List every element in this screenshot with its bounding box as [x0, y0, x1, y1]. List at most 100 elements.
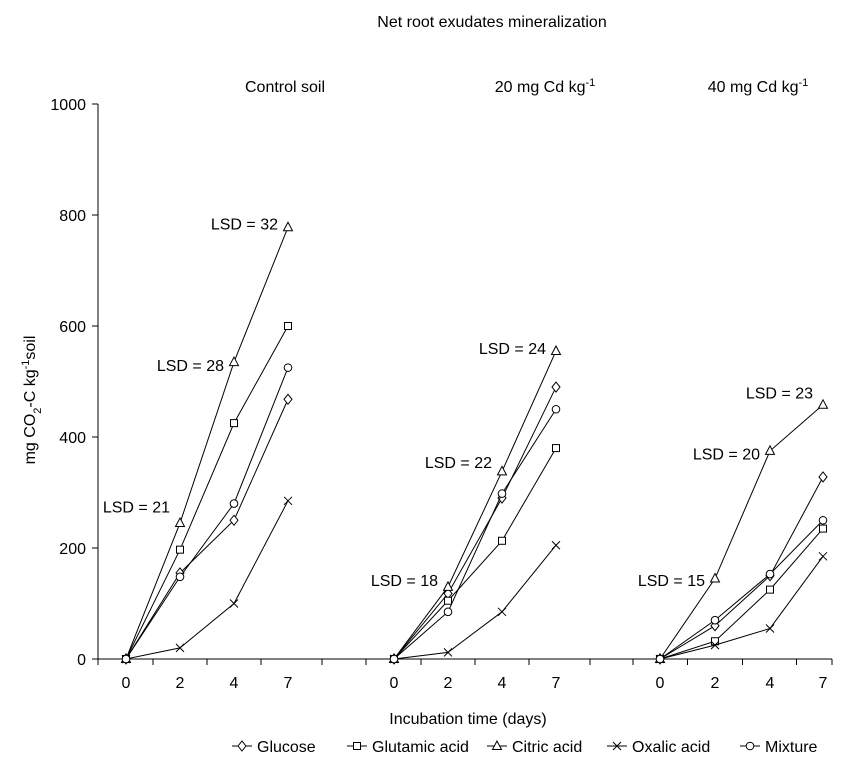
square-marker: [285, 323, 292, 330]
x-marker: [176, 644, 184, 652]
lsd-annotation: LSD = 22: [425, 455, 492, 472]
legend: Glucose Glutamic acid Citric acid Oxalic ac…: [232, 739, 818, 756]
series-line: [394, 409, 556, 659]
series-line: [394, 351, 556, 659]
panel-label-sup: -1: [798, 77, 808, 89]
lsd-annotation: LSD = 20: [693, 447, 760, 464]
square-marker: [177, 546, 184, 553]
series-line: [394, 545, 556, 659]
panel-3: 40 mg Cd kg-10 2 4 7LSD = 15LSD = 20LSD = 2…: [638, 77, 828, 692]
series-line: [660, 529, 823, 659]
y-axis-label-part: soil: [22, 336, 39, 360]
lsd-annotation: LSD = 28: [157, 358, 224, 375]
y-tick-label: 200: [59, 541, 86, 558]
x-tick-label: 4: [498, 675, 507, 692]
triangle-marker: [498, 466, 507, 475]
lsd-annotation: LSD = 15: [638, 573, 705, 590]
circle-marker: [122, 655, 130, 663]
panels: Control soil 0 2 4 7 LSD = 21 LSD = 28 LSD = 32…: [103, 77, 828, 692]
lsd-annotation: LSD = 32: [211, 216, 278, 233]
panel-label: 20 mg Cd kg-1: [495, 77, 596, 96]
circle-marker: [552, 405, 560, 413]
y-tick-label: 400: [59, 430, 86, 447]
square-marker: [712, 638, 719, 645]
lsd-annotation: LSD = 21: [103, 499, 170, 516]
x-marker: [819, 552, 827, 560]
legend-label: Glucose: [257, 739, 316, 756]
legend-item-citric-acid: Citric acid: [487, 739, 582, 756]
x-tick-label: 2: [176, 675, 185, 692]
diamond-marker: [238, 741, 246, 751]
circle-marker: [746, 742, 754, 750]
triangle-marker: [552, 346, 561, 355]
panel-label: 40 mg Cd kg-1: [708, 77, 809, 96]
series-line: [126, 501, 288, 659]
legend-label: Glutamic acid: [372, 739, 469, 756]
series-line: [126, 227, 288, 659]
diamond-marker: [230, 515, 238, 525]
square-marker: [354, 743, 361, 750]
x-marker: [552, 541, 560, 549]
x-tick-label: 4: [230, 675, 239, 692]
circle-marker: [656, 655, 664, 663]
series-mixture: [390, 405, 560, 662]
panel-label-main: 20 mg Cd kg: [495, 79, 586, 96]
lsd-annotation: LSD = 24: [479, 341, 546, 358]
y-axis-label-part: -C kg: [22, 369, 39, 407]
x-marker: [284, 497, 292, 505]
x-marker: [230, 600, 238, 608]
series-glucose: [122, 394, 292, 664]
series-line: [394, 387, 556, 659]
x-tick-label: 2: [444, 675, 453, 692]
y-tick-label: 800: [59, 208, 86, 225]
legend-item-glucose: Glucose: [232, 739, 316, 756]
panel-2: 20 mg Cd kg-10 2 4 7LSD = 18LSD = 22LSD = 2…: [371, 77, 595, 692]
triangle-marker: [230, 357, 239, 366]
triangle-marker: [284, 222, 293, 231]
x-axis-label: Incubation time (days): [389, 711, 546, 728]
triangle-marker: [819, 400, 828, 409]
triangle-marker: [766, 446, 775, 455]
legend-item-mixture: Mixture: [740, 739, 818, 756]
y-axis-label-part: -1: [20, 360, 32, 370]
panel-label: Control soil: [245, 79, 325, 96]
diamond-marker: [552, 382, 560, 392]
square-marker: [820, 525, 827, 532]
circle-marker: [444, 608, 452, 616]
panel-label-main: Control soil: [245, 79, 325, 96]
x-tick-label: 0: [122, 675, 131, 692]
circle-marker: [390, 655, 398, 663]
series-citric-acid: [122, 222, 293, 662]
x-tick-label: 4: [766, 675, 775, 692]
square-marker: [445, 597, 452, 604]
y-axis-label: mg CO2-C kg-1soil: [20, 336, 44, 465]
legend-label: Oxalic acid: [632, 739, 710, 756]
x-tick-label: 7: [819, 675, 828, 692]
circle-marker: [176, 573, 184, 581]
square-marker: [231, 420, 238, 427]
legend-item-glutamic-acid: Glutamic acid: [347, 739, 469, 756]
legend-label: Citric acid: [512, 739, 582, 756]
triangle-marker: [176, 518, 185, 527]
lsd-annotation: LSD = 18: [371, 573, 438, 590]
x-tick-label: 2: [711, 675, 720, 692]
circle-marker: [819, 516, 827, 524]
series-line: [660, 405, 823, 659]
y-tick-label: 1000: [50, 97, 86, 114]
series-line: [126, 399, 288, 659]
y-axis-label-part: mg CO: [22, 414, 39, 465]
series-line: [126, 326, 288, 659]
series-line: [660, 556, 823, 659]
lsd-annotation: LSD = 23: [746, 386, 813, 403]
x-marker: [766, 624, 774, 632]
diamond-marker: [819, 472, 827, 482]
y-tick-label: 0: [77, 652, 86, 669]
circle-marker: [766, 570, 774, 578]
series-citric-acid: [656, 400, 828, 663]
circle-marker: [230, 500, 238, 508]
axes: 0 200 400 600 800 1000: [50, 97, 832, 669]
panel-label-main: 40 mg Cd kg: [708, 79, 799, 96]
panel-1: Control soil 0 2 4 7 LSD = 21 LSD = 28 LSD = 32: [103, 79, 325, 692]
square-marker: [553, 445, 560, 452]
